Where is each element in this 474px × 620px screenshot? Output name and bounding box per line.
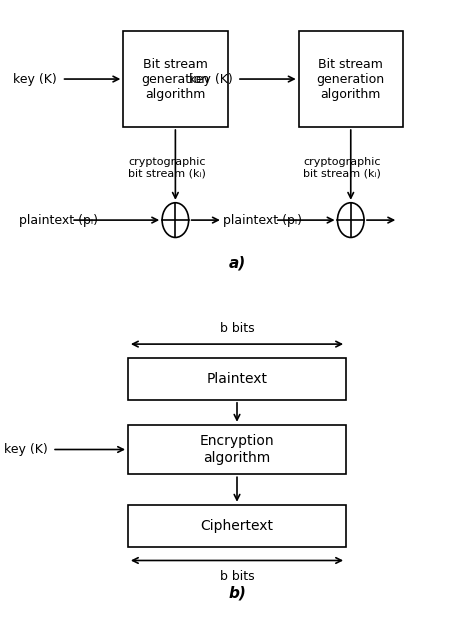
FancyBboxPatch shape	[128, 358, 346, 400]
Text: b bits: b bits	[219, 570, 255, 583]
Circle shape	[337, 203, 364, 237]
FancyBboxPatch shape	[128, 425, 346, 474]
Text: Bit stream
generation
algorithm: Bit stream generation algorithm	[141, 58, 210, 100]
Text: Plaintext: Plaintext	[207, 372, 267, 386]
Text: key (K): key (K)	[13, 73, 57, 86]
Text: Encryption
algorithm: Encryption algorithm	[200, 435, 274, 464]
Text: key (K): key (K)	[189, 73, 232, 86]
Circle shape	[162, 203, 189, 237]
Text: a): a)	[228, 256, 246, 271]
Text: key (K): key (K)	[4, 443, 47, 456]
Text: plaintext (pᵢ): plaintext (pᵢ)	[19, 214, 98, 226]
Text: Ciphertext: Ciphertext	[201, 519, 273, 533]
Text: b bits: b bits	[219, 322, 255, 335]
FancyBboxPatch shape	[123, 31, 228, 127]
Text: cryptographic
bit stream (kᵢ): cryptographic bit stream (kᵢ)	[128, 157, 206, 178]
Text: plaintext (pᵢ): plaintext (pᵢ)	[223, 214, 302, 226]
Text: b): b)	[228, 586, 246, 601]
FancyBboxPatch shape	[299, 31, 403, 127]
Text: Bit stream
generation
algorithm: Bit stream generation algorithm	[317, 58, 385, 100]
Text: cryptographic
bit stream (kᵢ): cryptographic bit stream (kᵢ)	[303, 157, 381, 178]
FancyBboxPatch shape	[128, 505, 346, 547]
